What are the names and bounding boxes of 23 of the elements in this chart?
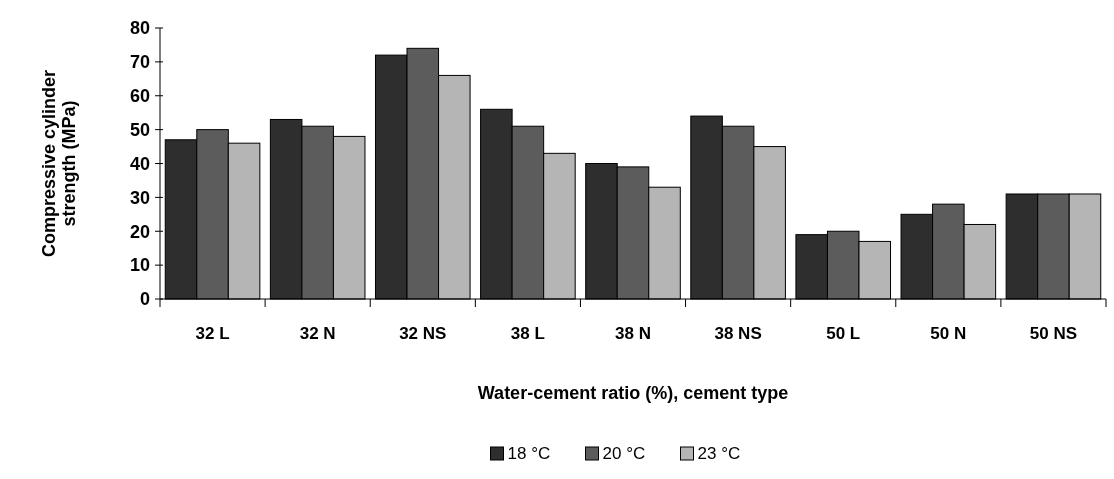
y-tick-label: 40 <box>129 153 150 174</box>
y-tick-label: 0 <box>139 289 150 310</box>
x-axis-title: Water-cement ratio (%), cement type <box>477 383 789 403</box>
x-tick-label: 50 NS <box>1029 324 1078 343</box>
x-tick-label: 38 N <box>615 324 651 343</box>
x-tick-label: 50 N <box>930 324 967 343</box>
y-tick-label: 30 <box>129 187 150 208</box>
y-tick-label: 80 <box>129 18 150 39</box>
y-tick-label: 50 <box>129 119 150 140</box>
y-tick-label: 60 <box>129 86 150 107</box>
legend-label: 18 °C <box>507 444 551 463</box>
legend-label: 20 °C <box>602 444 646 463</box>
y-tick-label: 20 <box>129 221 150 242</box>
y-tick-label: 10 <box>129 255 150 276</box>
legend-label: 23 °C <box>697 444 741 463</box>
x-tick-label: 32 N <box>299 324 336 343</box>
x-tick-label: 32 L <box>195 324 230 343</box>
y-axis-title: Compressive cylinder strength (MPa) <box>38 69 80 258</box>
y-tick-label: 70 <box>129 52 150 73</box>
x-tick-label: 38 NS <box>714 324 762 343</box>
x-tick-label: 50 L <box>826 324 861 343</box>
x-tick-label: 32 NS <box>399 324 447 343</box>
x-tick-label: 38 L <box>510 324 545 343</box>
